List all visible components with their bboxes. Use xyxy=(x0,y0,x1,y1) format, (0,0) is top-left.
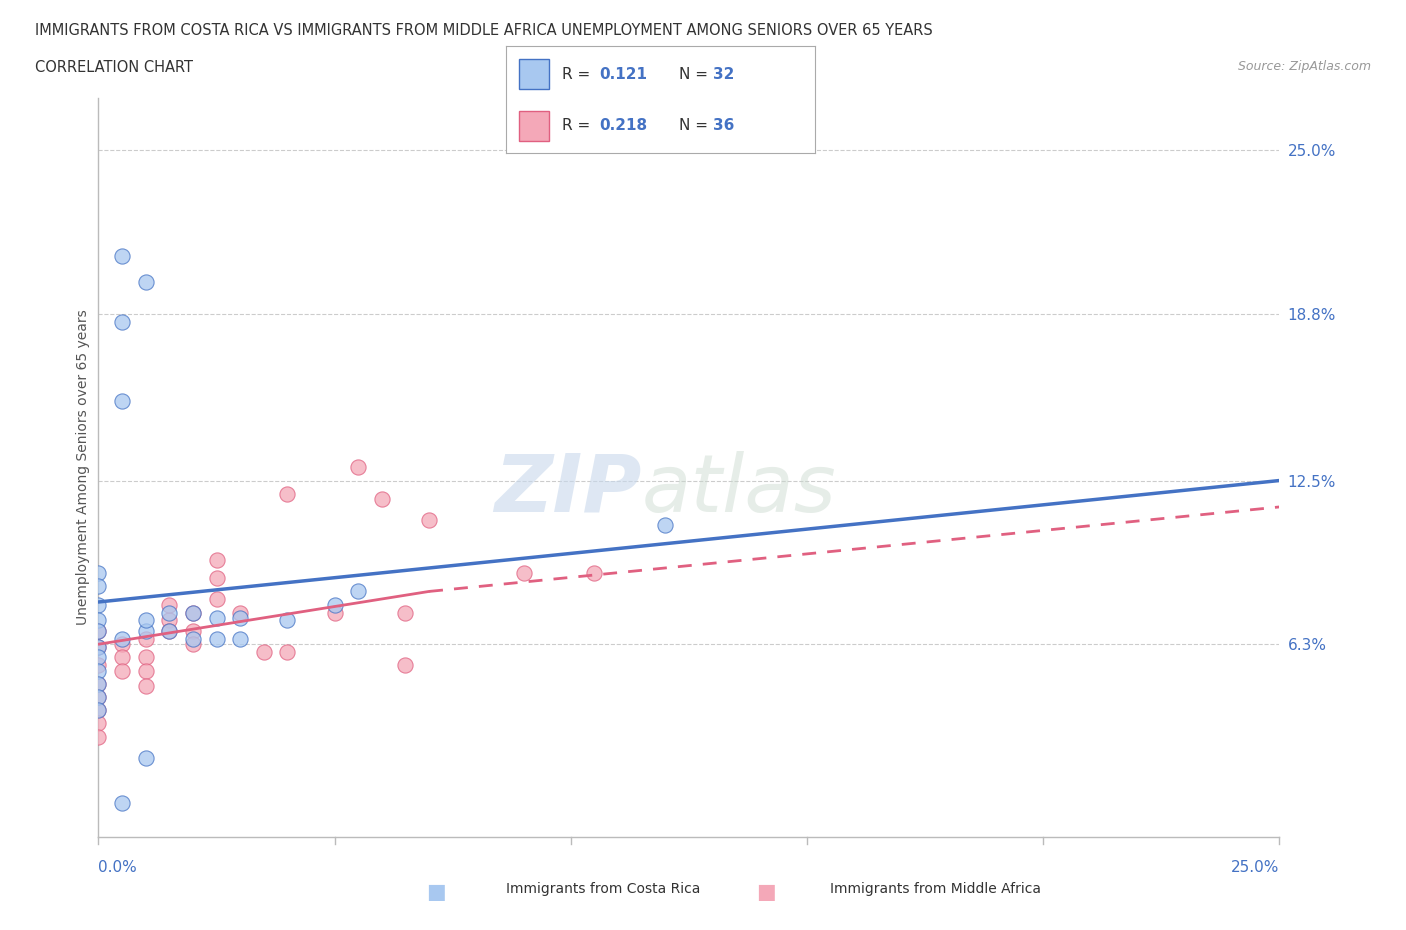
Text: 25.0%: 25.0% xyxy=(1232,860,1279,875)
Point xyxy=(111,248,134,263)
Point xyxy=(135,650,157,665)
Point xyxy=(276,644,298,659)
Point xyxy=(347,460,370,474)
Point xyxy=(135,679,157,694)
Text: N =: N = xyxy=(679,67,713,82)
Point xyxy=(87,676,110,691)
Point xyxy=(205,571,228,586)
Point xyxy=(394,658,416,672)
Point xyxy=(87,703,110,718)
Text: 32: 32 xyxy=(713,67,735,82)
Point xyxy=(111,631,134,646)
Point xyxy=(87,640,110,655)
Point xyxy=(87,658,110,672)
Point xyxy=(181,605,204,620)
Text: Source: ZipAtlas.com: Source: ZipAtlas.com xyxy=(1237,60,1371,73)
Bar xyxy=(519,60,550,89)
Text: R =: R = xyxy=(562,118,595,133)
Text: 0.218: 0.218 xyxy=(599,118,647,133)
Point xyxy=(205,631,228,646)
Point xyxy=(181,631,204,646)
Point xyxy=(135,751,157,765)
Point xyxy=(87,690,110,705)
Point xyxy=(87,650,110,665)
Point xyxy=(394,605,416,620)
Text: ■: ■ xyxy=(756,882,776,902)
Point xyxy=(323,597,346,612)
Point xyxy=(135,631,157,646)
Point xyxy=(135,663,157,678)
Text: 0.121: 0.121 xyxy=(599,67,647,82)
Point xyxy=(157,597,180,612)
Text: N =: N = xyxy=(679,118,713,133)
Point xyxy=(229,605,252,620)
Point xyxy=(229,610,252,625)
Point xyxy=(111,637,134,652)
Point xyxy=(87,716,110,731)
Point xyxy=(87,640,110,655)
Point xyxy=(583,565,606,580)
Text: atlas: atlas xyxy=(641,450,837,528)
Text: Immigrants from Middle Africa: Immigrants from Middle Africa xyxy=(830,882,1040,896)
Bar xyxy=(519,111,550,140)
Point xyxy=(87,663,110,678)
Point xyxy=(347,584,370,599)
Point xyxy=(371,492,394,507)
Point xyxy=(181,637,204,652)
Point xyxy=(205,552,228,567)
Point xyxy=(87,624,110,639)
Point xyxy=(276,613,298,628)
Point xyxy=(157,624,180,639)
Point xyxy=(181,605,204,620)
Point xyxy=(87,690,110,705)
Point xyxy=(111,650,134,665)
Text: R =: R = xyxy=(562,67,595,82)
Text: CORRELATION CHART: CORRELATION CHART xyxy=(35,60,193,75)
Point xyxy=(87,676,110,691)
Point xyxy=(276,486,298,501)
Point xyxy=(253,644,276,659)
Point xyxy=(205,591,228,606)
Point xyxy=(111,795,134,810)
Point xyxy=(205,610,228,625)
Point xyxy=(87,624,110,639)
Point xyxy=(135,624,157,639)
Point xyxy=(111,314,134,329)
Point xyxy=(87,565,110,580)
Point xyxy=(111,663,134,678)
Point xyxy=(157,624,180,639)
Point xyxy=(87,578,110,593)
Text: ■: ■ xyxy=(426,882,446,902)
Text: 0.0%: 0.0% xyxy=(98,860,138,875)
Point xyxy=(135,275,157,290)
Point xyxy=(418,512,440,527)
Point xyxy=(229,631,252,646)
Point xyxy=(87,597,110,612)
Point xyxy=(157,605,180,620)
Point xyxy=(135,613,157,628)
Point xyxy=(87,613,110,628)
Point xyxy=(87,729,110,744)
Point xyxy=(157,613,180,628)
Point xyxy=(111,394,134,409)
Text: IMMIGRANTS FROM COSTA RICA VS IMMIGRANTS FROM MIDDLE AFRICA UNEMPLOYMENT AMONG S: IMMIGRANTS FROM COSTA RICA VS IMMIGRANTS… xyxy=(35,23,934,38)
Point xyxy=(87,703,110,718)
Point xyxy=(654,518,676,533)
Point xyxy=(512,565,534,580)
Point xyxy=(323,605,346,620)
Text: ZIP: ZIP xyxy=(495,450,641,528)
Point xyxy=(181,624,204,639)
Y-axis label: Unemployment Among Seniors over 65 years: Unemployment Among Seniors over 65 years xyxy=(76,310,90,625)
Text: Immigrants from Costa Rica: Immigrants from Costa Rica xyxy=(506,882,700,896)
Text: 36: 36 xyxy=(713,118,735,133)
